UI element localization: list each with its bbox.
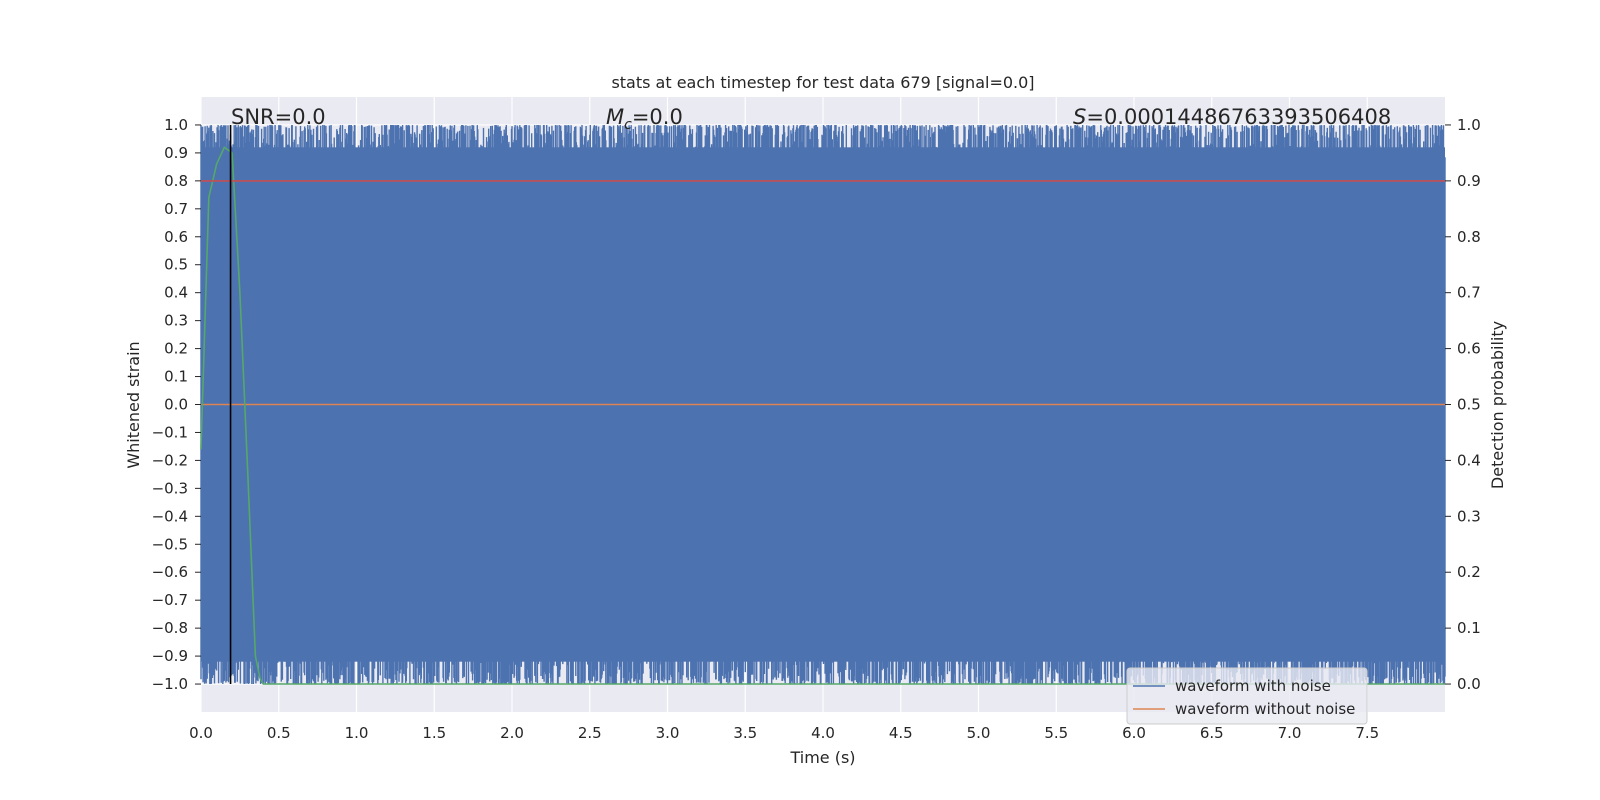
y-tick-label: 0.5 (164, 256, 188, 274)
y-right-tick-label: 0.4 (1457, 451, 1481, 469)
y-tick-label: −0.2 (152, 451, 188, 469)
snr-annotation: SNR=0.0 (231, 105, 326, 129)
x-tick-label: 0.0 (189, 724, 213, 742)
y-tick-label: −0.9 (152, 647, 188, 665)
y-tick-label: −0.3 (152, 479, 188, 497)
y-right-tick-label: 0.0 (1457, 675, 1481, 693)
mc-symbol: M (606, 105, 624, 129)
x-tick-label: 1.5 (422, 724, 446, 742)
y-tick-label: 0.7 (164, 200, 188, 218)
y-tick-label: 0.6 (164, 228, 188, 246)
mc-value: =0.0 (632, 105, 683, 129)
y-tick-label: 0.9 (164, 144, 188, 162)
y-right-tick-label: 0.9 (1457, 172, 1481, 190)
y-tick-label: 0.1 (164, 368, 188, 386)
x-tick-label: 4.5 (889, 724, 913, 742)
legend-box (1126, 667, 1368, 725)
s-annotation: S=0.00014486763393506408 (1073, 105, 1391, 129)
s-symbol: S (1073, 105, 1086, 129)
y-tick-label: −0.5 (152, 535, 188, 553)
y-ticks: 1.0 0.9 0.8 0.7 0.6 0.5 0.4 0.3 0.2 0.1 0.0 −0.1 −0.… (152, 116, 201, 693)
x-tick-label: 4.0 (811, 724, 835, 742)
x-tick-label: 2.5 (578, 724, 602, 742)
chart-title: stats at each timestep for test data 679… (611, 73, 1034, 92)
y-tick-label: −0.7 (152, 591, 188, 609)
y-ticks-right: 1.0 0.9 0.8 0.7 0.6 0.5 0.4 0.3 0.2 0.1 0.0 (1445, 116, 1481, 693)
x-tick-label: 2.0 (500, 724, 524, 742)
legend-label-clean: waveform without noise (1175, 700, 1355, 718)
x-tick-label: 6.0 (1122, 724, 1146, 742)
series-line-2 (200, 146, 1445, 685)
x-ticks: 0.0 0.5 1.0 1.5 2.0 2.5 3.0 3.5 4.0 4.5 5.0 5.5 6.0 6… (189, 724, 1379, 742)
y-axis-label: Whitened strain (124, 341, 143, 468)
x-axis-label: Time (s) (789, 748, 855, 767)
x-tick-label: 3.5 (733, 724, 757, 742)
y-tick-label: −0.8 (152, 619, 188, 637)
y-right-tick-label: 0.8 (1457, 228, 1481, 246)
mc-subscript: c (624, 117, 632, 133)
y-tick-label: 0.3 (164, 312, 188, 330)
y-tick-label: 0.4 (164, 284, 188, 302)
y-right-tick-label: 0.6 (1457, 340, 1481, 358)
x-tick-label: 5.5 (1044, 724, 1068, 742)
mc-annotation: Mc=0.0 (606, 105, 683, 133)
y-tick-label: 0.8 (164, 172, 188, 190)
x-tick-label: 1.0 (345, 724, 369, 742)
legend-label-noise: waveform with noise (1175, 677, 1331, 695)
line-series (200, 124, 1445, 685)
y-right-tick-label: 1.0 (1457, 116, 1481, 134)
y-tick-label: −0.4 (152, 507, 188, 525)
y-right-tick-label: 0.1 (1457, 619, 1481, 637)
legend: waveform with noise waveform without noi… (1126, 667, 1368, 725)
y-right-tick-label: 0.7 (1457, 284, 1481, 302)
y-right-tick-label: 0.3 (1457, 507, 1481, 525)
x-tick-label: 7.0 (1278, 724, 1302, 742)
x-tick-label: 6.5 (1200, 724, 1224, 742)
y-axis-label-right: Detection probability (1488, 321, 1507, 489)
y-tick-label: −0.6 (152, 563, 188, 581)
x-tick-label: 0.5 (267, 724, 291, 742)
x-tick-label: 7.5 (1355, 724, 1379, 742)
y-tick-label: −1.0 (152, 675, 188, 693)
y-tick-label: −0.1 (152, 423, 188, 441)
x-tick-label: 3.0 (656, 724, 680, 742)
y-tick-label: 0.0 (164, 396, 188, 414)
y-right-tick-label: 0.5 (1457, 396, 1481, 414)
y-right-tick-label: 0.2 (1457, 563, 1481, 581)
y-tick-label: 0.2 (164, 340, 188, 358)
y-tick-label: 1.0 (164, 116, 188, 134)
x-tick-label: 5.0 (967, 724, 991, 742)
s-value: =0.00014486763393506408 (1086, 105, 1391, 129)
